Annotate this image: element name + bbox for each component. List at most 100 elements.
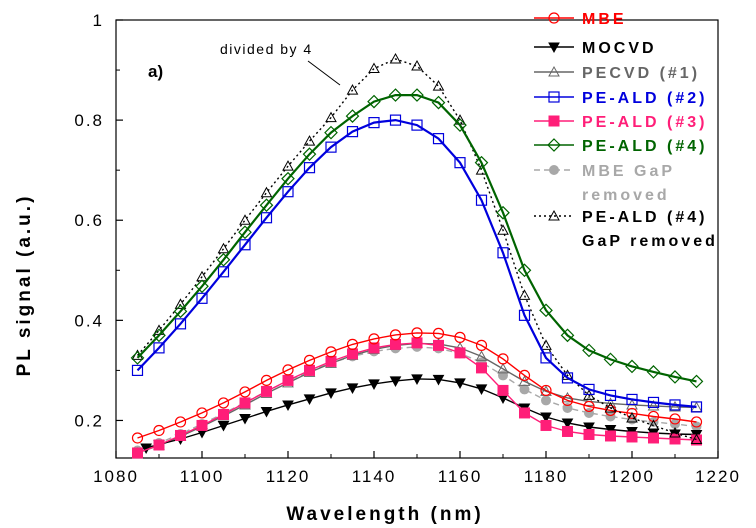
- data-point: [389, 53, 402, 64]
- legend-marker: [548, 65, 560, 77]
- data-point: [367, 94, 381, 109]
- data-point: [433, 339, 444, 351]
- data-point: [562, 402, 573, 413]
- data-point: [454, 347, 466, 359]
- data-point: [325, 111, 337, 123]
- data-point: [669, 413, 681, 425]
- data-point: [217, 242, 230, 254]
- data-point: [260, 212, 273, 224]
- panel-label: a): [148, 62, 163, 81]
- data-point: [540, 384, 552, 397]
- data-point: [217, 397, 230, 409]
- data-point: [390, 338, 401, 350]
- data-point: [689, 374, 704, 389]
- series-1: [131, 327, 703, 444]
- data-point: [497, 362, 509, 374]
- data-point: [153, 424, 165, 437]
- x-tick-label: 1140: [352, 467, 397, 486]
- data-point: [605, 430, 616, 442]
- x-tick-label: 1160: [438, 467, 483, 486]
- data-point: [411, 337, 423, 349]
- data-point: [432, 133, 445, 145]
- data-point: [669, 400, 681, 412]
- data-point: [690, 401, 703, 413]
- data-point: [153, 439, 165, 451]
- series-5: [132, 337, 702, 459]
- data-point: [153, 342, 165, 354]
- legend-item-7: MBE GaP removed: [534, 163, 675, 204]
- data-point: [389, 376, 402, 387]
- x-axis-title: Wavelength (nm): [286, 504, 483, 525]
- legend-label: removed: [582, 187, 670, 204]
- data-point: [174, 298, 187, 309]
- data-point: [239, 214, 251, 225]
- legend-label: GaP removed: [582, 233, 718, 250]
- data-point: [431, 95, 446, 110]
- series-layer: [130, 53, 704, 459]
- data-point: [282, 160, 294, 171]
- legend-label: PE-ALD (#2): [582, 90, 707, 107]
- x-tick-label: 1080: [93, 467, 139, 486]
- data-point: [497, 224, 509, 235]
- data-point: [647, 399, 660, 411]
- data-point: [561, 394, 574, 407]
- data-point: [260, 186, 273, 198]
- data-point: [282, 400, 294, 411]
- legend-label: PE-ALD (#4): [582, 209, 707, 226]
- data-point: [518, 289, 531, 300]
- data-point: [260, 374, 273, 387]
- data-point: [626, 407, 638, 420]
- data-point: [368, 117, 380, 129]
- legend-label: MOCVD: [582, 40, 657, 57]
- data-point: [324, 125, 338, 140]
- data-point: [583, 428, 595, 440]
- series-line: [136, 93, 697, 383]
- data-point: [690, 433, 703, 444]
- series-3: [131, 337, 703, 458]
- data-point: [454, 331, 466, 343]
- data-point: [648, 432, 659, 444]
- data-point: [669, 399, 681, 411]
- data-point: [368, 379, 380, 390]
- data-point: [625, 359, 639, 374]
- data-point: [303, 394, 316, 405]
- data-point: [604, 401, 617, 413]
- legend-marker: [548, 91, 560, 103]
- series-line: [136, 58, 697, 441]
- data-point: [195, 279, 209, 294]
- data-point: [561, 372, 574, 384]
- data-point: [196, 419, 208, 431]
- legend-label: MBE GaP: [582, 163, 675, 180]
- data-point: [259, 198, 274, 213]
- data-point: [175, 429, 186, 441]
- data-point: [196, 292, 208, 304]
- legend-marker: [548, 209, 560, 221]
- y-tick-label: 0.8: [74, 111, 104, 130]
- data-point: [432, 327, 445, 339]
- data-point: [303, 135, 316, 146]
- annotation-divided-by-4: divided by 4: [220, 41, 313, 57]
- data-point: [539, 303, 553, 318]
- data-point: [239, 397, 251, 409]
- data-point: [583, 395, 595, 406]
- data-point: [626, 431, 638, 443]
- data-point: [540, 339, 552, 350]
- data-point: [368, 333, 380, 345]
- y-tick-label: 1: [93, 11, 104, 30]
- data-point: [345, 109, 360, 123]
- data-point: [130, 351, 145, 365]
- legend-item-2: MOCVD: [534, 40, 657, 57]
- annotation-arrow: [307, 60, 341, 86]
- data-point: [131, 432, 144, 444]
- data-point: [132, 447, 143, 459]
- data-point: [690, 416, 703, 428]
- series-4: [131, 114, 703, 413]
- data-point: [454, 157, 466, 169]
- data-point: [303, 354, 316, 366]
- data-point: [497, 384, 509, 396]
- y-tick-label: 0.6: [74, 211, 104, 230]
- data-point: [498, 370, 508, 381]
- legend: MBE MOCVD PECVD (#1) PE-ALD (#2) PE-ALD (#3)…: [534, 11, 718, 250]
- data-point: [603, 352, 618, 367]
